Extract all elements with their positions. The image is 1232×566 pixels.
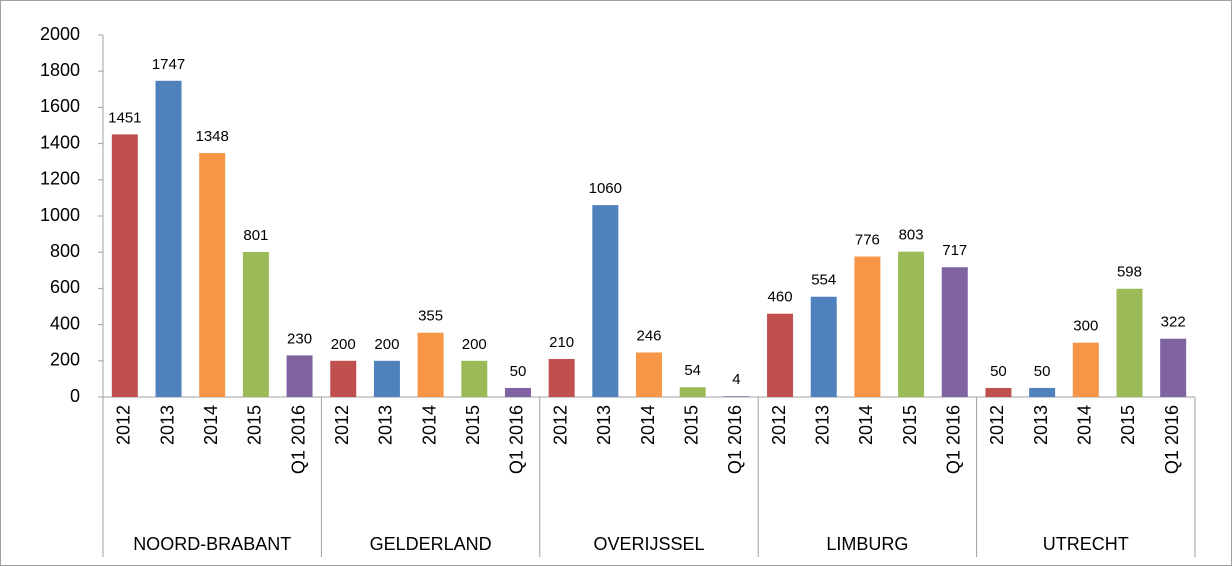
x-tick-label: 2013 [812,405,832,445]
bar [155,80,182,397]
bar [242,252,269,397]
x-tick-label: 2012 [332,405,352,445]
x-tick-label: Q1 2016 [507,405,527,474]
x-tick-label: 2014 [638,405,658,445]
data-label: 1348 [196,128,229,145]
x-tick-label: Q1 2016 [944,405,964,474]
y-tick-label: 1000 [40,205,80,225]
bar [941,267,968,397]
data-label: 200 [331,336,356,353]
data-label: 50 [990,363,1007,380]
x-tick-label: 2013 [376,405,396,445]
bar [1029,387,1056,397]
data-label: 210 [549,334,574,351]
bar [461,360,488,397]
bar [592,205,619,397]
bar [810,296,837,397]
bar [1160,338,1187,397]
x-tick-label: 2012 [769,405,789,445]
data-label: 776 [855,232,880,249]
data-label: 1451 [108,109,141,126]
x-tick-label: 2014 [856,405,876,445]
data-label: 717 [942,242,967,259]
data-label: 1747 [152,56,185,73]
bar [417,332,444,397]
data-label: 50 [1034,363,1051,380]
x-tick-label: 2013 [157,405,177,445]
group-label: GELDERLAND [370,534,492,554]
group-label: OVERIJSSEL [593,534,704,554]
x-tick-label: 2013 [594,405,614,445]
y-tick-label: 1200 [40,169,80,189]
y-tick-label: 1400 [40,132,80,152]
bar [679,387,706,397]
bar [286,355,313,397]
bar [330,360,357,397]
group-label: LIMBURG [826,534,908,554]
x-tick-label: Q1 2016 [288,405,308,474]
bar [1116,288,1143,397]
x-tick-label: 2015 [900,405,920,445]
bar [723,396,750,397]
y-tick-label: 400 [50,313,80,333]
data-label: 801 [243,227,268,244]
y-tick-label: 2000 [40,24,80,44]
y-tick-label: 1600 [40,96,80,116]
x-tick-label: Q1 2016 [725,405,745,474]
bar [548,358,575,397]
bar [854,256,881,397]
bar [111,134,138,397]
data-label: 200 [374,336,399,353]
bar [767,313,794,397]
group-label: NOORD-BRABANT [133,534,291,554]
x-tick-label: 2015 [245,405,265,445]
group-label: UTRECHT [1043,534,1129,554]
data-label: 54 [684,362,701,379]
data-label: 1060 [589,180,622,197]
y-tick-label: 200 [50,350,80,370]
bar [898,251,925,397]
bar [373,360,400,397]
bar [504,387,531,397]
y-tick-label: 0 [70,386,80,406]
data-label: 355 [418,308,443,325]
data-label: 4 [732,371,740,388]
data-label: 554 [811,272,836,289]
x-tick-label: 2014 [1075,405,1095,445]
x-tick-label: 2012 [550,405,570,445]
x-tick-label: 2015 [681,405,701,445]
y-tick-label: 800 [50,241,80,261]
bar [199,153,226,397]
data-label: 230 [287,330,312,347]
y-tick-label: 1800 [40,60,80,80]
data-label: 300 [1073,318,1098,335]
data-label: 246 [636,327,661,344]
data-label: 200 [462,336,487,353]
data-label: 803 [899,227,924,244]
x-tick-label: 2014 [201,405,221,445]
data-label: 50 [510,363,527,380]
x-tick-label: 2013 [1031,405,1051,445]
data-label: 460 [768,289,793,306]
x-tick-label: 2012 [987,405,1007,445]
x-tick-label: 2012 [114,405,134,445]
data-label: 322 [1161,314,1186,331]
bar [1072,342,1099,397]
x-tick-label: 2014 [419,405,439,445]
data-label: 598 [1117,264,1142,281]
bar [985,387,1012,397]
y-tick-label: 600 [50,277,80,297]
bar [636,352,662,397]
x-tick-label: 2015 [463,405,483,445]
x-tick-label: 2015 [1118,405,1138,445]
x-tick-label: Q1 2016 [1162,405,1182,474]
